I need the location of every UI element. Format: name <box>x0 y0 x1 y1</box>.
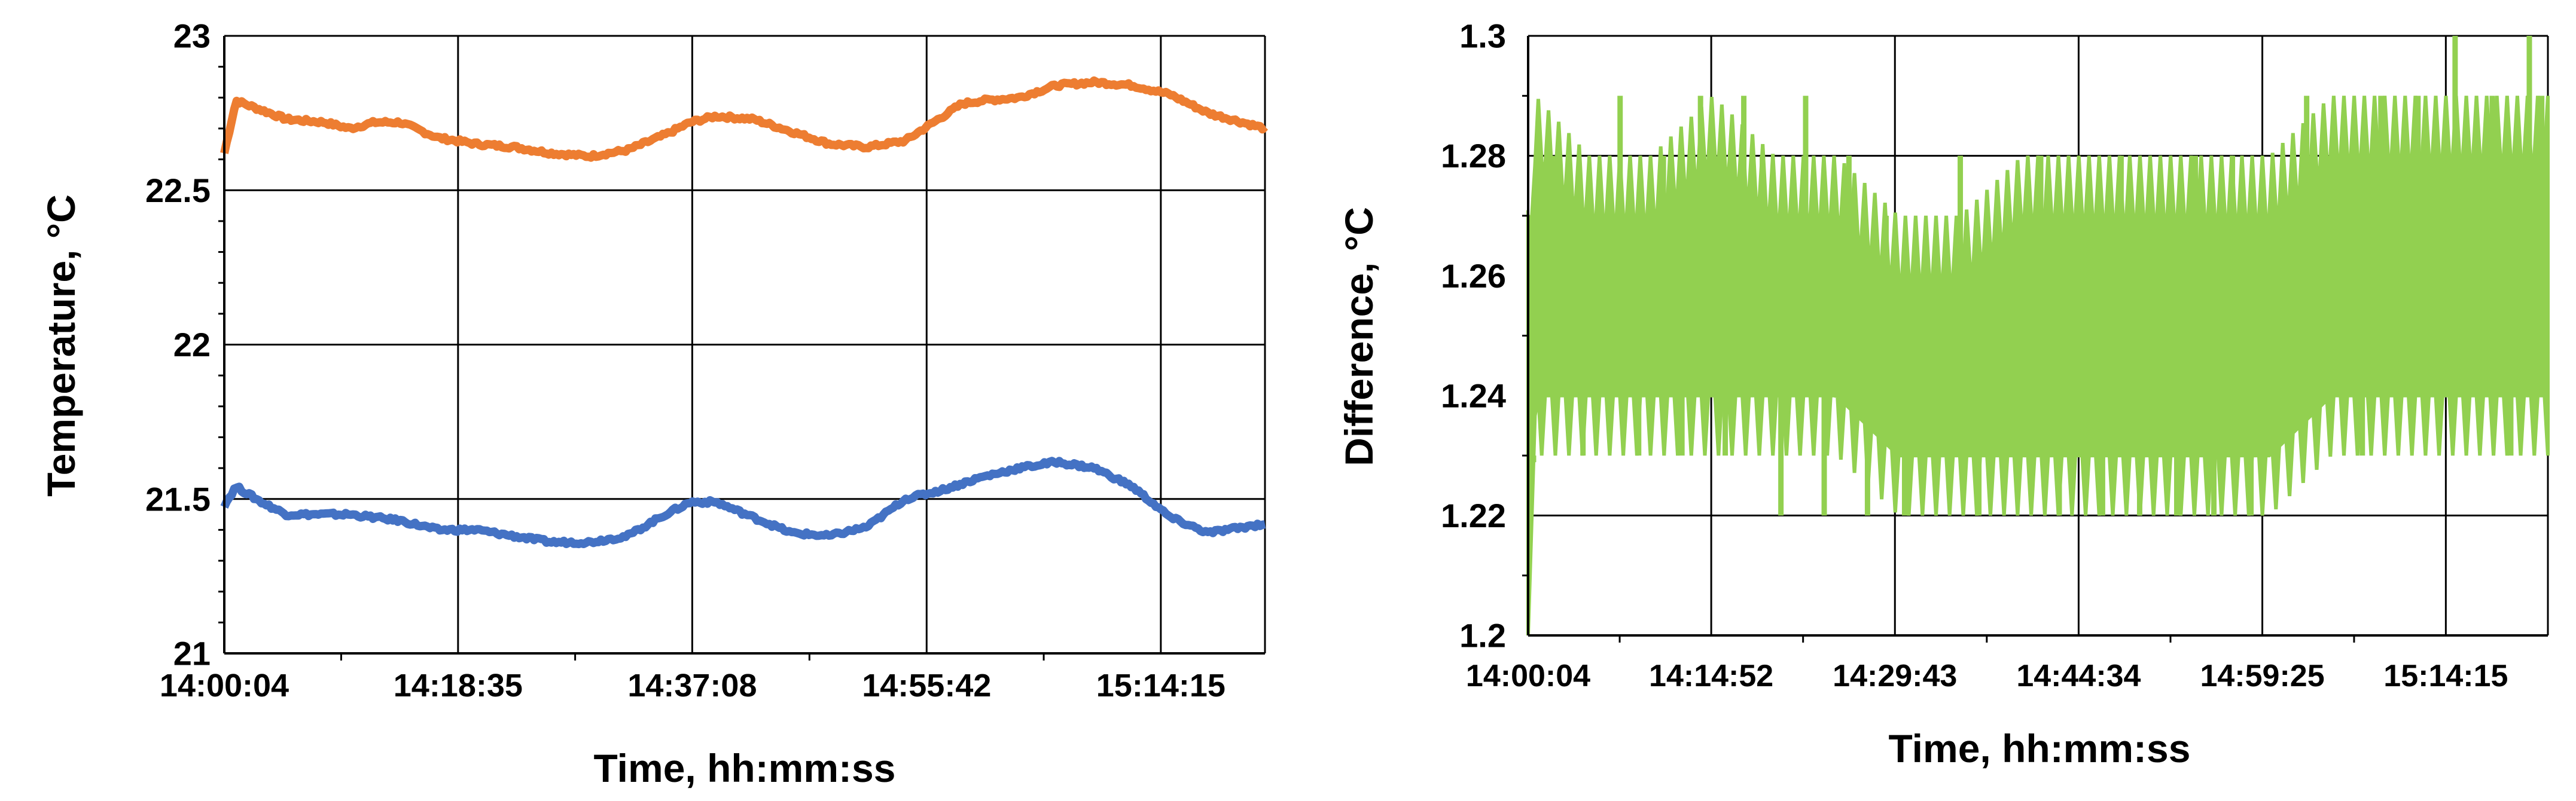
y-tick-label: 22.5 <box>145 172 211 209</box>
y-tick-label: 1.26 <box>1441 257 1506 295</box>
temperature-x-axis-title: Time, hh:mm:ss <box>594 746 896 790</box>
difference-chart: 1.21.221.241.261.281.3 14:00:04 14:14:52 1… <box>1337 17 2550 771</box>
difference-series-group <box>1526 36 2550 636</box>
difference-axes <box>1522 36 2548 643</box>
difference-x-axis-title: Time, hh:mm:ss <box>1889 726 2191 771</box>
x-tick-label: 14:14:52 <box>1649 659 1773 693</box>
x-tick-label: 14:00:04 <box>1466 659 1590 693</box>
temperature-gridlines <box>224 35 1266 653</box>
temperature-series-group <box>220 76 1269 549</box>
x-tick-label: 14:00:04 <box>160 668 289 704</box>
x-tick-label: 14:44:34 <box>2016 659 2141 693</box>
temperature-series-line-1 <box>220 76 1269 162</box>
difference-y-axis-title: Difference, °C <box>1337 207 1381 466</box>
temperature-y-tick-labels: 21 21.5 22 22.5 23 <box>145 17 211 672</box>
temperature-series-line-2 <box>220 457 1267 549</box>
x-tick-label: 14:29:43 <box>1833 659 1957 693</box>
difference-y-tick-labels: 1.2 1.22 1.24 1.26 1.28 1.3 <box>1441 17 1506 655</box>
temperature-x-tick-labels: 14:00:04 14:18:35 14:37:08 14:55:42 15:14:15 <box>160 668 1225 704</box>
x-tick-label: 14:37:08 <box>627 668 757 704</box>
x-tick-label: 14:55:42 <box>862 668 991 704</box>
y-tick-label: 22 <box>173 326 211 363</box>
y-tick-label: 1.24 <box>1441 377 1506 414</box>
y-tick-label: 21.5 <box>145 480 211 518</box>
x-tick-label: 15:14:15 <box>1096 668 1225 704</box>
y-tick-label: 1.3 <box>1459 17 1506 55</box>
y-tick-label: 1.22 <box>1441 497 1506 534</box>
y-tick-label: 23 <box>173 17 211 55</box>
x-tick-label: 14:59:25 <box>2200 659 2324 693</box>
difference-x-tick-labels: 14:00:04 14:14:52 14:29:43 14:44:34 14:59:25… <box>1466 659 2508 693</box>
temperature-axes <box>218 36 1265 661</box>
x-tick-label: 14:18:35 <box>394 668 523 704</box>
x-tick-label: 15:14:15 <box>2383 659 2508 693</box>
y-tick-label: 1.2 <box>1459 617 1506 655</box>
y-tick-label: 21 <box>173 635 211 672</box>
temperature-y-axis-title: Temperature, °C <box>39 194 83 497</box>
y-tick-label: 1.28 <box>1441 137 1506 175</box>
